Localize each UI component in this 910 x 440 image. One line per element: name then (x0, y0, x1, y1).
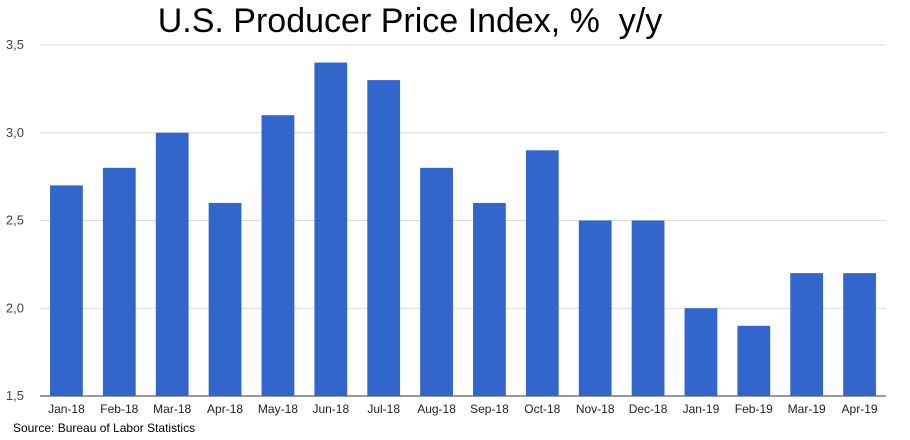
x-axis-ticks: Jan-18 Feb-18 Mar-18 Apr-18 May-18 Jun-18 Jul-… (48, 402, 878, 416)
x-tick-label: Jan-18 (48, 402, 85, 416)
x-tick-label: Mar-18 (153, 402, 191, 416)
x-tick-label: Sep-18 (470, 402, 509, 416)
x-tick-label: Aug-18 (417, 402, 456, 416)
bar-apr-19 (843, 273, 876, 396)
x-tick-label: Oct-18 (524, 402, 560, 416)
y-tick-label: 2,5 (6, 213, 24, 228)
bar-apr-18 (208, 202, 242, 396)
chart-title: U.S. Producer Price Index, % y/y (157, 2, 663, 40)
x-tick-label: May-18 (258, 402, 298, 416)
x-tick-label: Jun-18 (312, 402, 349, 416)
bar-feb-19 (737, 325, 771, 396)
x-tick-label: Apr-19 (842, 402, 878, 416)
y-tick-label: 2,0 (6, 300, 24, 315)
source-note: Source: Bureau of Labor Statistics (13, 421, 196, 435)
bars (50, 62, 876, 397)
x-tick-label: Feb-18 (100, 402, 138, 416)
y-tick-label: 3,0 (6, 125, 24, 140)
bar-mar-18 (155, 132, 189, 396)
bar-may-18 (261, 115, 295, 396)
bar-jun-18 (314, 62, 348, 397)
bar-sep-18 (473, 202, 506, 396)
x-tick-label: Jan-19 (683, 402, 720, 416)
bar-feb-18 (102, 167, 136, 396)
bar-jul-18 (367, 80, 401, 396)
x-tick-label: Jul-18 (367, 402, 400, 416)
bar-aug-18 (420, 167, 453, 396)
x-tick-label: Mar-19 (788, 402, 826, 416)
bar-nov-18 (578, 220, 612, 396)
y-axis-ticks: 1,5 2,0 2,5 3,0 3,5 (6, 37, 24, 403)
bar-jan-18 (50, 185, 83, 396)
y-tick-label: 1,5 (6, 388, 24, 403)
x-tick-label: Feb-19 (735, 402, 773, 416)
bar-jan-19 (684, 308, 718, 396)
bar-mar-19 (790, 273, 824, 396)
x-tick-label: Apr-18 (207, 402, 243, 416)
x-tick-label: Dec-18 (629, 402, 668, 416)
x-tick-label: Nov-18 (576, 402, 615, 416)
bar-dec-18 (631, 220, 665, 396)
y-tick-label: 3,5 (6, 37, 24, 52)
bar-oct-18 (525, 150, 559, 396)
